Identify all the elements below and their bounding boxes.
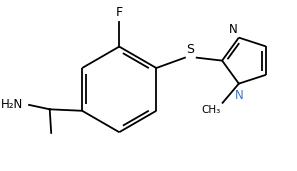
- Text: CH₃: CH₃: [201, 105, 220, 115]
- Text: N: N: [229, 23, 237, 36]
- Text: H₂N: H₂N: [1, 98, 23, 111]
- Text: F: F: [116, 6, 123, 19]
- Text: N: N: [235, 89, 244, 102]
- Text: S: S: [186, 43, 194, 56]
